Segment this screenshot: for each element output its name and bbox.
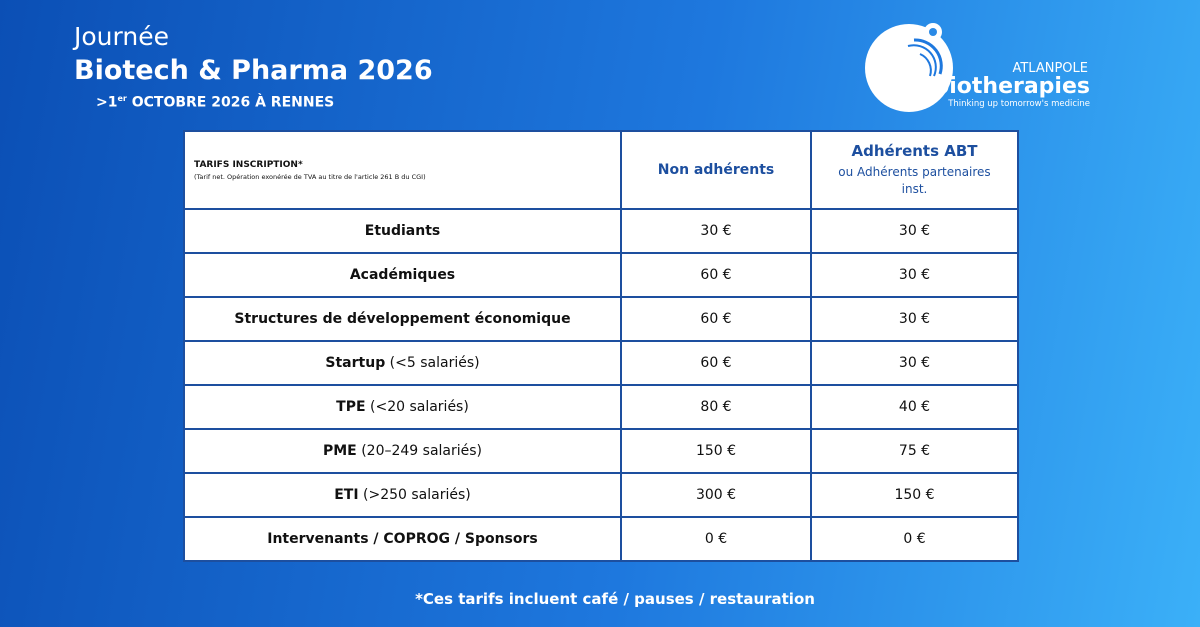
row-label: Structures de développement économique: [234, 311, 571, 327]
row-detail: (>250 salariés): [363, 487, 471, 503]
price: 30 €: [620, 208, 812, 254]
price: 30 €: [810, 340, 1019, 386]
table-title: TARIFS INSCRIPTION*: [194, 159, 303, 170]
table-row: Etudiants 30 €30 €: [183, 208, 1019, 254]
row-label: ETI: [334, 487, 359, 503]
title-main: Biotech & Pharma 2026: [74, 55, 433, 86]
table-row: Startup (<5 salariés) 60 €30 €: [183, 340, 1019, 386]
row-label: TPE: [336, 399, 366, 415]
date-rest: OCTOBRE 2026 À RENNES: [126, 94, 335, 111]
header-cell: Adhérents ABT ou Adhérents partenaires i…: [810, 130, 1019, 210]
header-cell: TARIFS INSCRIPTION* (Tarif net. Opératio…: [183, 130, 622, 210]
price: 300 €: [620, 472, 812, 518]
price: 75 €: [810, 428, 1019, 474]
table-row: ETI (>250 salariés) 300 €150 €: [183, 472, 1019, 518]
row-label-cell: Intervenants / COPROG / Sponsors: [183, 516, 622, 562]
row-label-cell: Etudiants: [183, 208, 622, 254]
price: 30 €: [810, 208, 1019, 254]
price: 60 €: [620, 340, 812, 386]
footer-note: *Ces tarifs incluent café / pauses / res…: [415, 590, 815, 608]
logo-top: ATLANPOLE: [1012, 61, 1088, 76]
logo-name: biotherapies: [933, 74, 1090, 99]
column-header: Adhérents ABT: [851, 142, 978, 160]
event-date: >1er OCTOBRE 2026 À RENNES: [96, 94, 334, 111]
price: 60 €: [620, 296, 812, 342]
table-row: Intervenants / COPROG / Sponsors 0 €0 €: [183, 516, 1019, 562]
row-label: Etudiants: [364, 223, 441, 239]
price: 80 €: [620, 384, 812, 430]
row-label: Académiques: [349, 267, 456, 283]
column-subheader: ou Adhérents partenaires inst.: [838, 165, 991, 196]
row-label-cell: TPE (<20 salariés): [183, 384, 622, 430]
column-header: Non adhérents: [620, 130, 812, 210]
table-row: Académiques 60 €30 €: [183, 252, 1019, 298]
row-label-cell: Structures de développement économique: [183, 296, 622, 342]
table-row: PME (20–249 salariés) 150 €75 €: [183, 428, 1019, 474]
row-detail: (<5 salariés): [389, 355, 480, 371]
header-row: TARIFS INSCRIPTION* (Tarif net. Opératio…: [183, 130, 1019, 210]
row-label-cell: Startup (<5 salariés): [183, 340, 622, 386]
row-detail: (20–249 salariés): [361, 443, 483, 459]
row-label: PME: [322, 443, 357, 459]
price-table: TARIFS INSCRIPTION* (Tarif net. Opératio…: [183, 130, 1019, 562]
row-label-cell: PME (20–249 salariés): [183, 428, 622, 474]
table-row: Structures de développement économique 60…: [183, 296, 1019, 342]
row-label: Startup: [325, 355, 386, 371]
price: 150 €: [810, 472, 1019, 518]
logo-tagline: Thinking up tomorrow's medicine: [947, 99, 1090, 109]
price: 30 €: [810, 296, 1019, 342]
title-line: Journée: [74, 22, 169, 51]
price: 40 €: [810, 384, 1019, 430]
price: 150 €: [620, 428, 812, 474]
price: 0 €: [810, 516, 1019, 562]
table-row: TPE (<20 salariés) 80 €40 €: [183, 384, 1019, 430]
price: 30 €: [810, 252, 1019, 298]
row-detail: (<20 salariés): [370, 399, 469, 415]
row-label-cell: Académiques: [183, 252, 622, 298]
row-label-cell: ETI (>250 salariés): [183, 472, 622, 518]
price: 60 €: [620, 252, 812, 298]
date-sup: er: [117, 94, 127, 103]
row-label: Intervenants / COPROG / Sponsors: [267, 531, 538, 547]
date-prefix: >1: [96, 94, 118, 111]
table-note: (Tarif net. Opération exonérée de TVA au…: [194, 172, 426, 181]
price: 0 €: [620, 516, 812, 562]
logo: ATLANPOLE biotherapies Thinking up tomor…: [865, 23, 1090, 112]
